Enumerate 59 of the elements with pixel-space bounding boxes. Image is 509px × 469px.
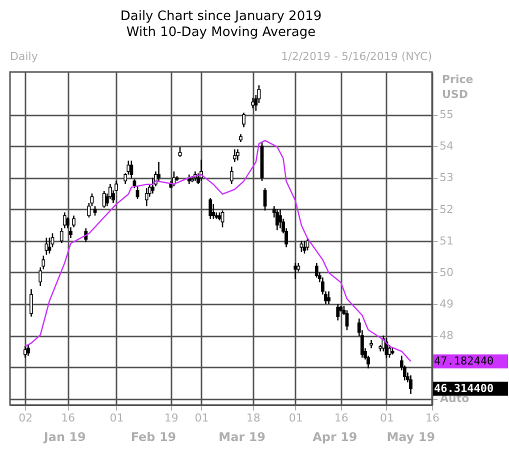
x-tick-label: 02 bbox=[18, 412, 33, 424]
candlestick bbox=[212, 203, 216, 220]
text: Daily bbox=[10, 50, 38, 63]
y-tick-label: 54 bbox=[440, 140, 454, 153]
annotation: 47.182440 bbox=[434, 354, 494, 368]
candlestick bbox=[62, 212, 66, 229]
candlestick bbox=[220, 210, 224, 228]
candlestick bbox=[294, 262, 298, 280]
text: May 19 bbox=[386, 430, 436, 444]
x-tick-label: 16 bbox=[334, 412, 348, 424]
candlestick bbox=[251, 97, 255, 109]
x-tick-label: 19 bbox=[164, 412, 178, 424]
text: Feb 19 bbox=[130, 430, 176, 444]
y-tick-label: 55 bbox=[440, 108, 454, 122]
y-tick-label: 53 bbox=[440, 171, 454, 184]
candlestick bbox=[409, 374, 412, 395]
y-tick-label: 50 bbox=[440, 266, 454, 279]
candlestick bbox=[93, 205, 97, 216]
y-tick-label: 51 bbox=[440, 234, 454, 248]
candlestick bbox=[236, 148, 240, 162]
text: 1/2/2019 - 5/16/2019 (NYC) bbox=[281, 50, 432, 63]
chart-title: Daily Chart since January 2019 bbox=[120, 9, 322, 24]
y-tick-label: 52 bbox=[440, 202, 454, 216]
x-tick-label: 01 bbox=[194, 412, 209, 424]
candlestick bbox=[178, 146, 182, 158]
candlestick bbox=[336, 303, 340, 322]
candlestick bbox=[44, 237, 48, 256]
candlestick bbox=[345, 310, 349, 331]
annotation: 46.314400 bbox=[434, 382, 494, 395]
x-tick-label: 16 bbox=[61, 412, 76, 424]
candlestick bbox=[327, 290, 330, 305]
chart-subtitle: With 10-Day Moving Average bbox=[126, 25, 316, 40]
y-axis-title: Price USD bbox=[442, 73, 474, 101]
candlestick bbox=[232, 148, 236, 163]
candlestick bbox=[208, 197, 212, 220]
candlestick bbox=[242, 112, 246, 128]
y-tick-label: 48 bbox=[440, 329, 454, 342]
candlestick bbox=[30, 288, 33, 318]
candlestick bbox=[144, 188, 148, 207]
x-tick-label: 18 bbox=[246, 412, 260, 424]
candlestick bbox=[60, 228, 64, 244]
line-series bbox=[24, 140, 412, 362]
candlestick bbox=[300, 240, 304, 253]
x-tick-label: 01 bbox=[288, 412, 303, 424]
text: Apr 19 bbox=[312, 430, 358, 444]
text: Jan 19 bbox=[42, 430, 86, 444]
candlestick bbox=[230, 166, 234, 185]
x-tick-label: 01 bbox=[110, 412, 124, 424]
candlestick bbox=[314, 262, 318, 278]
text: Mar 19 bbox=[218, 430, 266, 444]
candlestick bbox=[275, 208, 279, 231]
candlestick bbox=[26, 344, 30, 356]
y-tick-label: 49 bbox=[440, 297, 454, 310]
x-tick-label: 16 bbox=[426, 412, 440, 424]
candlestick bbox=[23, 345, 27, 358]
candlestick bbox=[130, 160, 134, 180]
candlestick bbox=[102, 190, 106, 208]
x-tick-label: 01 bbox=[380, 412, 394, 424]
candlestick bbox=[72, 214, 76, 228]
